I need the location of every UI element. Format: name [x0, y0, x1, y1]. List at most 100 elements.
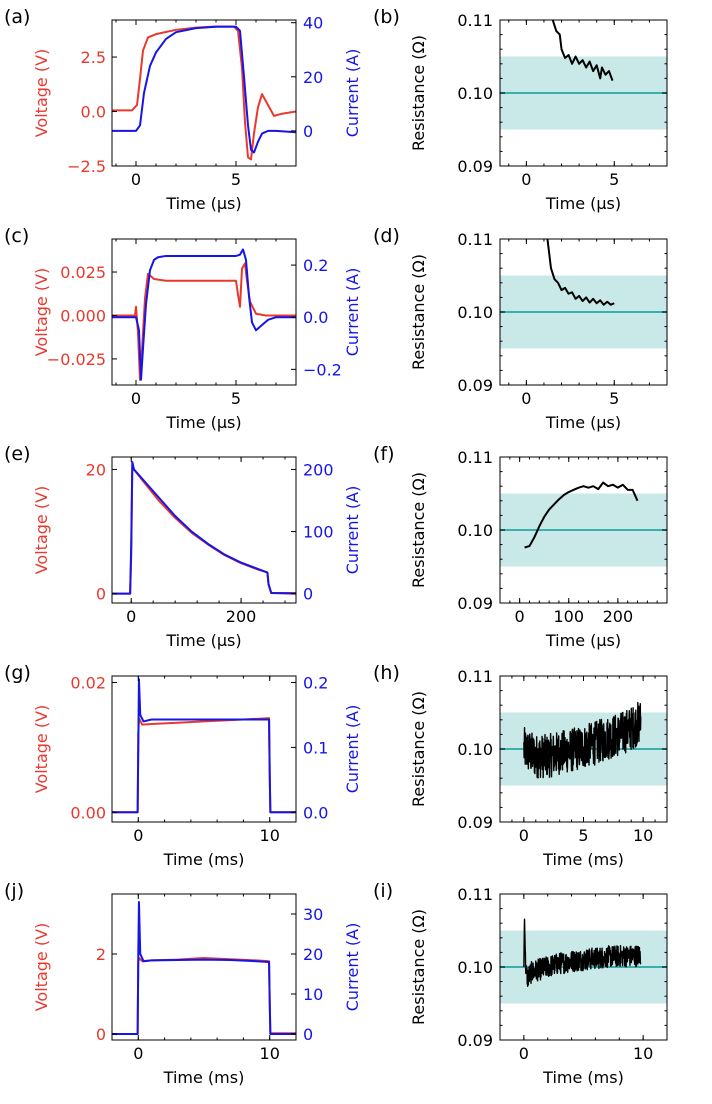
- series-current: [112, 460, 296, 595]
- x-tick-label: 5: [231, 389, 241, 408]
- x-tick-label: 5: [609, 389, 619, 408]
- y-tick-label: 0.09: [457, 157, 493, 176]
- y-axis-label-left: Voltage (V): [32, 49, 51, 138]
- x-tick-label: 10: [633, 826, 653, 845]
- y-axis-label-left: Voltage (V): [32, 486, 51, 575]
- y-tick-label: 0.09: [457, 1031, 493, 1050]
- y-tick-label-right: 0.2: [303, 673, 328, 692]
- y-tick-label: 0.11: [457, 230, 493, 249]
- series-resistance: [523, 918, 642, 987]
- x-tick-label: 200: [226, 607, 257, 626]
- x-tick-label: 10: [260, 1044, 280, 1063]
- y-tick-label-left: 0.00: [70, 803, 106, 822]
- y-tick-label-left: 20: [86, 460, 106, 479]
- y-axis-label-right: Current (A): [343, 486, 362, 575]
- series-resistance: [551, 20, 614, 81]
- x-tick-label: 0: [131, 170, 141, 189]
- y-tick-label: 0.10: [457, 84, 493, 103]
- x-axis-label: Time (ms): [163, 1068, 245, 1087]
- y-tick-label-right: 0.0: [303, 803, 328, 822]
- y-tick-label-left: 0.0: [81, 103, 106, 122]
- plot-area: [500, 239, 667, 349]
- plot-area: [500, 701, 667, 786]
- series-current: [112, 248, 296, 381]
- y-tick-label-right: 0.0: [303, 308, 328, 327]
- plot-frame: [111, 238, 297, 386]
- x-axis-label: Time (μs): [165, 631, 241, 650]
- panel-label: (c): [4, 225, 29, 247]
- y-tick-label: 0.11: [457, 11, 493, 30]
- x-tick-label: 0: [521, 389, 531, 408]
- y-axis-label-right: Current (A): [343, 705, 362, 794]
- series-current: [112, 901, 296, 1035]
- x-tick-label: 5: [609, 170, 619, 189]
- series-resistance: [523, 701, 642, 779]
- y-axis-label: Resistance (Ω): [409, 35, 428, 151]
- series-voltage: [112, 25, 296, 161]
- plot-area: [112, 25, 296, 161]
- y-tick-label-right: 100: [303, 523, 334, 542]
- series-voltage: [112, 262, 296, 381]
- panel-b: 0 5 Time (μs) 0.09 0.10 0.11 Resistance (Ω) (b): [373, 6, 668, 213]
- x-tick-label: 0: [133, 826, 143, 845]
- panel-g: 0 10 Time (ms) 0.00 0.02 0.0 0.1 0.2 Voltage (V)…: [4, 662, 362, 869]
- y-tick-label-left: 2.5: [81, 48, 106, 67]
- x-axis-label: Time (μs): [545, 413, 621, 432]
- y-tick-label: 0.09: [457, 376, 493, 395]
- panel-label: (g): [4, 662, 31, 684]
- x-axis-label: Time (μs): [165, 194, 241, 213]
- x-tick-label: 0: [126, 607, 136, 626]
- panel-f: 0 100 200 Time (μs) 0.09 0.10 0.11 Resistance (…: [373, 443, 668, 650]
- panel-d: 0 5 Time (μs) 0.09 0.10 0.11 Resistance (Ω) (d): [373, 225, 668, 432]
- x-tick-label: 0: [133, 1044, 143, 1063]
- y-axis-label-left: Voltage (V): [32, 268, 51, 357]
- x-tick-label: 200: [603, 607, 634, 626]
- x-axis-label: Time (μs): [545, 631, 621, 650]
- x-axis-label: Time (ms): [542, 1068, 624, 1087]
- plot-area: [500, 918, 667, 1004]
- y-axis-label-left: Voltage (V): [32, 705, 51, 794]
- panel-c: 0 5 Time (μs) −0.025 0.000 0.025 −0.2 0.0 0.2 Vol…: [4, 225, 362, 432]
- plot-area: [500, 481, 667, 567]
- plot-area: [500, 20, 667, 130]
- series-current: [112, 25, 296, 154]
- y-tick-label: 0.10: [457, 303, 493, 322]
- y-tick-label-right: 0.1: [303, 738, 328, 757]
- y-tick-label: 0.11: [457, 885, 493, 904]
- panel-label: (d): [373, 225, 400, 247]
- x-tick-label: 0: [131, 389, 141, 408]
- panel-i: 0 10 Time (ms) 0.09 0.10 0.11 Resistance (Ω) (i…: [373, 880, 668, 1087]
- plot-area: [112, 460, 296, 595]
- plot-area: [112, 901, 296, 1035]
- panel-label: (h): [373, 662, 400, 684]
- y-tick-label-right: 30: [303, 905, 323, 924]
- y-axis-label-right: Current (A): [343, 49, 362, 138]
- y-tick-label: 0.11: [457, 448, 493, 467]
- y-tick-label-right: 40: [303, 14, 323, 33]
- panel-label: (j): [4, 880, 24, 902]
- series-current: [112, 678, 296, 814]
- x-axis-label: Time (ms): [163, 850, 245, 869]
- y-axis-label-left: Voltage (V): [32, 923, 51, 1012]
- y-tick-label-left: −2.5: [67, 157, 106, 176]
- x-tick-label: 5: [578, 826, 588, 845]
- y-tick-label-left: 0: [96, 585, 106, 604]
- panel-label: (a): [4, 6, 30, 28]
- y-axis-label-right: Current (A): [343, 268, 362, 357]
- y-axis-label: Resistance (Ω): [409, 472, 428, 588]
- y-tick-label-right: 0: [303, 585, 313, 604]
- x-tick-label: 100: [553, 607, 584, 626]
- x-tick-label: 10: [260, 826, 280, 845]
- plot-frame: [111, 675, 297, 823]
- x-axis-label: Time (μs): [165, 413, 241, 432]
- y-axis-label: Resistance (Ω): [409, 909, 428, 1025]
- y-tick-label: 0.09: [457, 813, 493, 832]
- panel-label: (b): [373, 6, 400, 28]
- y-tick-label-left: 0: [96, 1025, 106, 1044]
- y-tick-label-right: 0: [303, 122, 313, 141]
- panel-a: 0 5 Time (μs) −2.5 0.0 2.5 0 20 40 Voltage (V) Cur…: [4, 6, 362, 213]
- y-tick-label-right: 20: [303, 68, 323, 87]
